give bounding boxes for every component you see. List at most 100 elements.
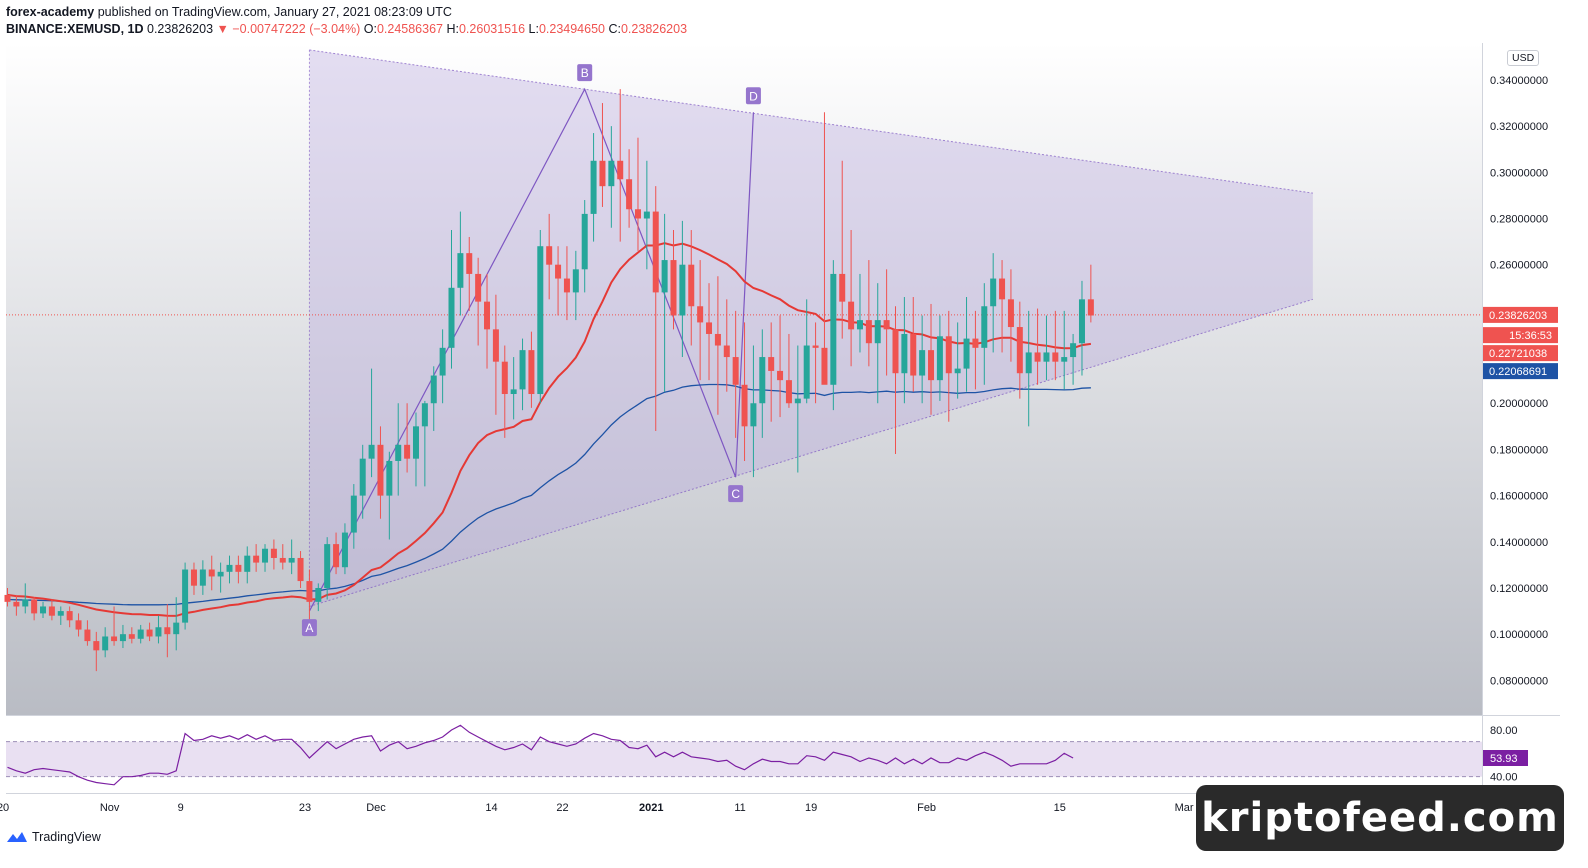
candle xyxy=(279,544,286,570)
price-label-text: 0.22068691 xyxy=(1489,366,1547,378)
candle-body xyxy=(510,389,517,395)
currency-button[interactable]: USD xyxy=(1507,50,1540,66)
candle-body xyxy=(537,246,544,395)
close-value: 0.23826203 xyxy=(620,22,688,36)
candle xyxy=(31,597,38,621)
candle-body xyxy=(421,403,428,427)
candle xyxy=(608,126,615,228)
last-price: 0.23826203 xyxy=(147,22,214,36)
candle xyxy=(359,444,366,519)
candle-body xyxy=(457,253,464,288)
candle xyxy=(812,322,819,404)
candle xyxy=(119,624,126,649)
price-tick-label: 0.20000000 xyxy=(1490,398,1548,410)
symbol-label: BINANCE:XEMUSD, 1D xyxy=(6,22,144,36)
candle xyxy=(217,562,224,593)
candle xyxy=(883,269,890,376)
time-axis[interactable]: 20 Nov 9 23 Dec 14 22 2021 11 19 Feb 15 Mar xyxy=(0,802,1194,814)
low-value: 0.23494650 xyxy=(538,22,605,36)
candle xyxy=(75,613,82,637)
candle xyxy=(643,160,650,270)
price-tick-label: 0.12000000 xyxy=(1490,583,1548,595)
candle-body xyxy=(1034,352,1041,362)
rsi-indicator: 80.00 40.00 53.93 xyxy=(6,724,1528,786)
candle xyxy=(821,112,828,385)
price-tick-label: 0.28000000 xyxy=(1490,214,1548,226)
candle-body xyxy=(84,629,91,642)
candle-body xyxy=(492,329,499,362)
candle xyxy=(492,294,499,415)
candle xyxy=(670,230,677,330)
candle-body xyxy=(865,320,872,344)
candle-body xyxy=(608,160,615,187)
pattern-abcd-line xyxy=(308,87,755,612)
candle xyxy=(652,186,659,431)
price-label-text: 15:36:53 xyxy=(1509,330,1552,342)
price-label-text: 0.22721038 xyxy=(1489,348,1547,360)
candle-body xyxy=(750,403,757,427)
candle xyxy=(404,403,411,473)
candle-body xyxy=(111,636,118,642)
candle-body xyxy=(670,260,677,316)
candle xyxy=(4,587,11,607)
time-tick-label: Dec xyxy=(366,802,386,814)
candle-body xyxy=(697,306,704,323)
pattern-labels[interactable]: A B C D xyxy=(301,64,761,637)
candle xyxy=(546,213,553,300)
candle-body xyxy=(4,594,11,602)
candle xyxy=(981,283,988,385)
candle-body xyxy=(874,320,881,344)
candle-body xyxy=(839,273,846,302)
candle-body xyxy=(572,269,579,293)
pattern-point-b: B xyxy=(577,64,593,82)
tradingview-logo[interactable]: TradingView xyxy=(6,830,101,844)
candle-body xyxy=(830,273,837,385)
pattern-point-badge xyxy=(577,64,593,82)
tradingview-logo-icon xyxy=(7,832,27,842)
publish-info: forex-academy published on TradingView.c… xyxy=(6,4,687,21)
candle xyxy=(253,544,260,572)
pattern-upper-line xyxy=(309,49,1313,194)
author-name[interactable]: forex-academy xyxy=(6,5,95,19)
time-tick-label: 19 xyxy=(805,802,817,814)
harmonic-pattern[interactable] xyxy=(6,49,1482,612)
candle-body xyxy=(146,629,153,637)
candle xyxy=(324,537,331,600)
time-tick-label: Feb xyxy=(917,802,936,814)
candle xyxy=(928,303,935,415)
candle xyxy=(395,403,402,496)
candle xyxy=(1061,310,1068,390)
time-tick-label: 20 xyxy=(0,802,9,814)
candle-body xyxy=(412,426,419,459)
candle-body xyxy=(652,211,659,293)
candle xyxy=(297,551,304,588)
candle xyxy=(421,400,428,487)
candle-body xyxy=(928,350,935,381)
candle-body xyxy=(892,329,899,374)
candle xyxy=(377,426,384,519)
price-tick-label: 0.34000000 xyxy=(1490,75,1548,87)
candle-body xyxy=(626,179,633,210)
candle-body xyxy=(1078,299,1085,344)
candle xyxy=(475,257,482,346)
candle xyxy=(341,523,348,575)
candle xyxy=(350,484,357,549)
candle xyxy=(848,230,855,367)
candle-body xyxy=(1087,299,1094,316)
candle xyxy=(386,451,393,540)
candle-body xyxy=(634,209,641,219)
candle xyxy=(1052,310,1059,381)
candle-body xyxy=(706,322,713,334)
candle xyxy=(1078,280,1085,376)
candle xyxy=(57,606,64,625)
candle xyxy=(137,624,144,644)
price-axis[interactable]: 0.34000000 0.32000000 0.30000000 0.28000000… xyxy=(1483,75,1558,687)
candle-body xyxy=(679,264,686,316)
pattern-point-badge xyxy=(301,619,317,637)
candle-body xyxy=(723,345,730,358)
candle-body xyxy=(732,357,739,385)
candle-body xyxy=(848,301,855,330)
candle-body xyxy=(972,338,979,348)
candle xyxy=(954,322,961,399)
